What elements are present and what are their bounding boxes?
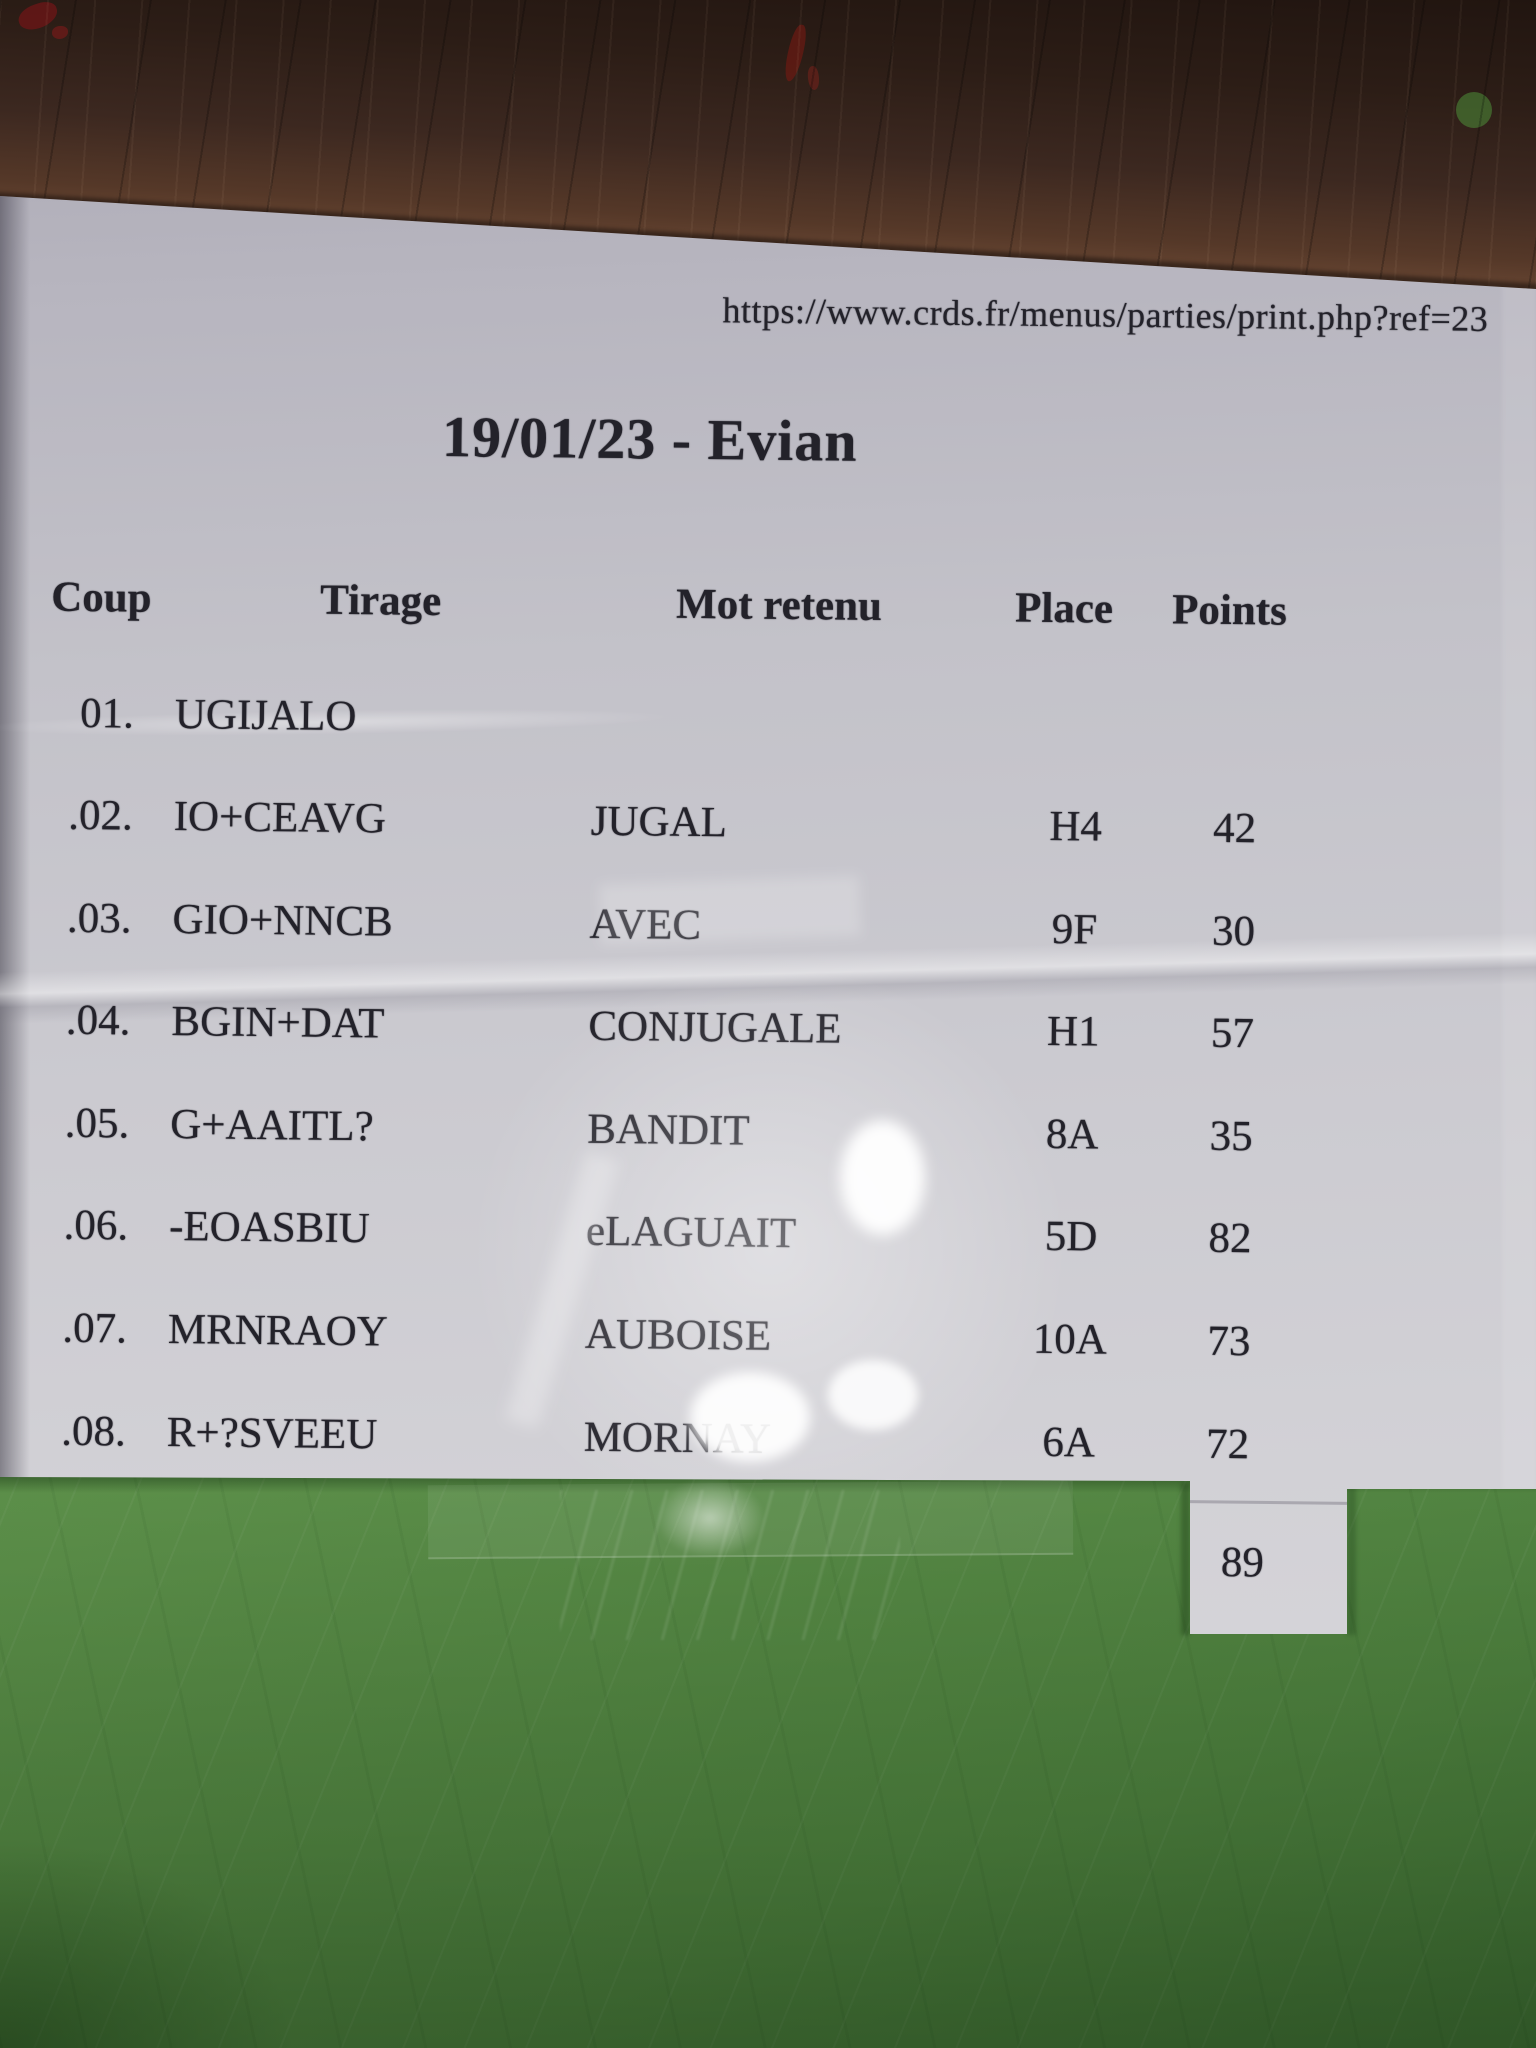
cell-points: 57 [1210, 1009, 1255, 1058]
table-row: .05. G+AAITL? BANDIT 8A 35 [0, 1098, 1523, 1175]
plastic-glare-on-green [560, 1490, 900, 1640]
table-row: .08. R+?SVEEU MORNAY 6A 72 [0, 1406, 1520, 1483]
cell-place: 10A [1032, 1315, 1108, 1364]
green-speck [1456, 92, 1492, 128]
cell-tirage: UGIJALO [174, 691, 357, 741]
cell-points: 72 [1205, 1420, 1250, 1469]
cell-tirage: BGIN+DAT [171, 998, 385, 1048]
cell-mot-retenu: BANDIT [586, 1105, 750, 1155]
cell-tirage: R+?SVEEU [166, 1408, 378, 1459]
cell-place: 5D [1044, 1212, 1098, 1261]
cell-mot-retenu: JUGAL [590, 797, 728, 847]
cell-points: 30 [1211, 907, 1256, 956]
url-line: https://www.crds.fr/menus/parties/print.… [722, 290, 1489, 339]
cell-tirage: GIO+NNCB [172, 896, 393, 946]
cell-place: 6A [1042, 1418, 1096, 1467]
header-mot-retenu: Mot retenu [675, 580, 883, 631]
cell-points: 82 [1208, 1214, 1252, 1263]
cell-tirage: G+AAITL? [169, 1101, 374, 1151]
header-tirage: Tirage [319, 576, 442, 626]
plastic-glare-on-green [655, 1478, 765, 1558]
cell-mot-retenu: AUBOISE [584, 1310, 772, 1360]
table-header-row: Coup Tirage Mot retenu Place Points [0, 572, 1529, 649]
cell-coup: .05. [64, 1099, 130, 1148]
cell-points: 35 [1209, 1112, 1253, 1161]
cell-coup: .07. [62, 1304, 128, 1353]
table-row: .02. IO+CEAVG JUGAL H4 42 [0, 790, 1527, 867]
cell-tirage: -EOASBIU [168, 1202, 371, 1253]
red-paint-mark [806, 65, 821, 91]
pending-points-value: 89 [1220, 1538, 1265, 1587]
red-paint-mark [15, 0, 61, 34]
cell-coup: .08. [61, 1407, 127, 1456]
paper-left-shadow [0, 196, 30, 1634]
cell-tirage: MRNRAOY [167, 1305, 388, 1356]
cell-place: H4 [1049, 802, 1103, 851]
header-points: Points [1171, 586, 1288, 635]
plastic-sleeve-edge [1502, 280, 1536, 1490]
table-row: .07. MRNRAOY AUBOISE 10A 73 [0, 1303, 1521, 1380]
red-paint-mark [782, 23, 809, 83]
cell-coup: .06. [63, 1201, 129, 1250]
cell-mot-retenu: MORNAY [583, 1413, 772, 1463]
cell-tirage: IO+CEAVG [173, 793, 387, 843]
cell-mot-retenu: AVEC [589, 900, 702, 950]
red-paint-mark [52, 26, 68, 39]
cell-place: 8A [1045, 1110, 1099, 1159]
cell-coup: .03. [66, 894, 132, 943]
header-coup: Coup [50, 573, 152, 622]
tab-edge-shadow [1347, 1483, 1356, 1635]
tab-edge-shadow [1181, 1483, 1190, 1635]
cell-mot-retenu: CONJUGALE [588, 1002, 842, 1053]
cell-coup: .02. [67, 791, 134, 840]
paper-bottom-edge-shadow [0, 1477, 1536, 1493]
cell-points: 73 [1207, 1317, 1251, 1366]
cell-points: 42 [1212, 804, 1257, 853]
cell-place: H1 [1046, 1007, 1100, 1056]
table-row: .03. GIO+NNCB AVEC 9F 30 [0, 893, 1526, 970]
cell-mot-retenu: eLAGUAIT [585, 1207, 797, 1258]
header-place: Place [1014, 584, 1114, 633]
cell-place: 9F [1051, 905, 1098, 954]
table-row: 01. UGIJALO [0, 688, 1528, 765]
cell-coup: 01. [79, 689, 135, 738]
table-row: .06. -EOASBIU eLAGUAIT 5D 82 [0, 1200, 1522, 1277]
page-title: 19/01/23 - Evian [441, 404, 859, 474]
cell-coup: .04. [65, 996, 131, 1045]
table-row: .04. BGIN+DAT CONJUGALE H1 57 [0, 995, 1525, 1072]
